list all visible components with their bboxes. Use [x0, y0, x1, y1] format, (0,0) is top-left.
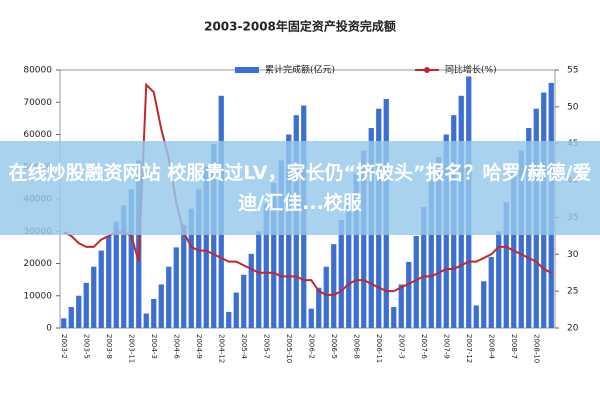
bar — [166, 266, 172, 328]
x-tick-label: 2005-7 — [262, 334, 270, 359]
bar — [98, 250, 104, 328]
x-tick-label: 2006-2 — [307, 334, 315, 359]
y-tick-label: 80000 — [23, 66, 52, 76]
y-tick-label: 10000 — [23, 291, 52, 301]
bar — [196, 189, 202, 328]
legend-marker — [424, 67, 430, 73]
bar — [308, 308, 314, 328]
bar — [76, 295, 82, 328]
bar — [323, 266, 329, 328]
x-tick-label: 2008-7 — [510, 334, 518, 359]
bar — [211, 144, 217, 328]
bar — [338, 219, 344, 328]
bar — [68, 307, 74, 328]
x-tick-label: 2004-9 — [195, 334, 203, 359]
bar — [263, 203, 269, 328]
x-tick-label: 2006-8 — [352, 334, 360, 359]
bar — [406, 261, 412, 328]
bar — [271, 182, 277, 328]
legend-label: 累计完成额(亿元) — [265, 64, 335, 76]
bar — [391, 307, 397, 328]
bar — [61, 318, 67, 328]
bar — [121, 205, 127, 328]
x-tick-label: 2004-3 — [150, 334, 158, 359]
x-tick-label: 2005-4 — [240, 334, 248, 359]
x-tick-label: 2003-5 — [82, 334, 90, 359]
bar — [518, 150, 524, 328]
bar — [181, 224, 187, 328]
x-tick-label: 2008-4 — [487, 334, 495, 359]
y-tick-label: 60000 — [23, 130, 52, 140]
x-tick-label: 2008-10 — [532, 334, 540, 363]
x-tick-label: 2007-3 — [397, 334, 405, 359]
x-tick-label: 2007-6 — [420, 334, 428, 359]
bar — [421, 207, 427, 328]
bar — [203, 166, 209, 328]
headline-banner[interactable]: 在线炒股融资网站 校服贵过LV，家长仍“挤破头”报名？哈罗/赫德/爱迪/汇佳..… — [0, 141, 600, 235]
bar — [503, 202, 509, 328]
bar — [413, 236, 419, 328]
bar — [496, 231, 502, 328]
bar — [436, 157, 442, 328]
bar — [226, 311, 232, 328]
bar — [248, 253, 254, 328]
y2-tick-label: 25 — [567, 287, 578, 297]
x-tick-label: 2007-9 — [442, 334, 450, 359]
bar — [256, 231, 262, 328]
bar — [106, 236, 112, 328]
x-tick-label: 2004-6 — [172, 334, 180, 359]
y-tick-label: 20000 — [23, 259, 52, 269]
legend-label: 同比增长(%) — [445, 64, 497, 76]
x-tick-label: 2005-10 — [285, 334, 293, 363]
line — [63, 82, 552, 296]
bar — [361, 150, 367, 328]
bar — [233, 292, 239, 328]
bar — [428, 179, 434, 328]
x-tick-label: 2004-12 — [217, 334, 225, 363]
y-tick-label: 0 — [46, 324, 52, 334]
bar — [488, 257, 494, 328]
bar — [278, 160, 284, 328]
bar — [346, 195, 352, 328]
bar — [316, 287, 322, 328]
y2-tick-label: 20 — [567, 324, 579, 334]
bar — [331, 244, 337, 328]
bar — [91, 266, 97, 328]
y-tick-label: 70000 — [23, 98, 52, 108]
bar — [151, 298, 157, 328]
x-tick-label: 2003-8 — [105, 334, 113, 359]
bar — [143, 313, 149, 328]
x-tick-label: 2006-5 — [330, 334, 338, 359]
x-tick-label: 2003-2 — [60, 334, 68, 359]
x-tick-label: 2003-11 — [127, 334, 135, 363]
bar — [128, 189, 134, 328]
bar — [241, 274, 247, 328]
bar — [158, 284, 164, 328]
chart-title: 2003-2008年固定资产投资完成额 — [204, 19, 396, 34]
y2-tick-label: 55 — [567, 66, 578, 76]
bar — [173, 247, 179, 328]
bar — [353, 173, 359, 328]
bar — [113, 221, 119, 328]
bar — [83, 282, 89, 328]
y2-tick-label: 50 — [567, 102, 579, 112]
legend-swatch — [235, 67, 259, 73]
bar — [188, 208, 194, 328]
x-tick-label: 2006-11 — [375, 334, 383, 363]
y2-tick-label: 30 — [567, 250, 579, 260]
x-tick-label: 2007-12 — [465, 334, 473, 363]
bar — [481, 281, 487, 328]
bar — [473, 305, 479, 328]
bar — [398, 284, 404, 328]
